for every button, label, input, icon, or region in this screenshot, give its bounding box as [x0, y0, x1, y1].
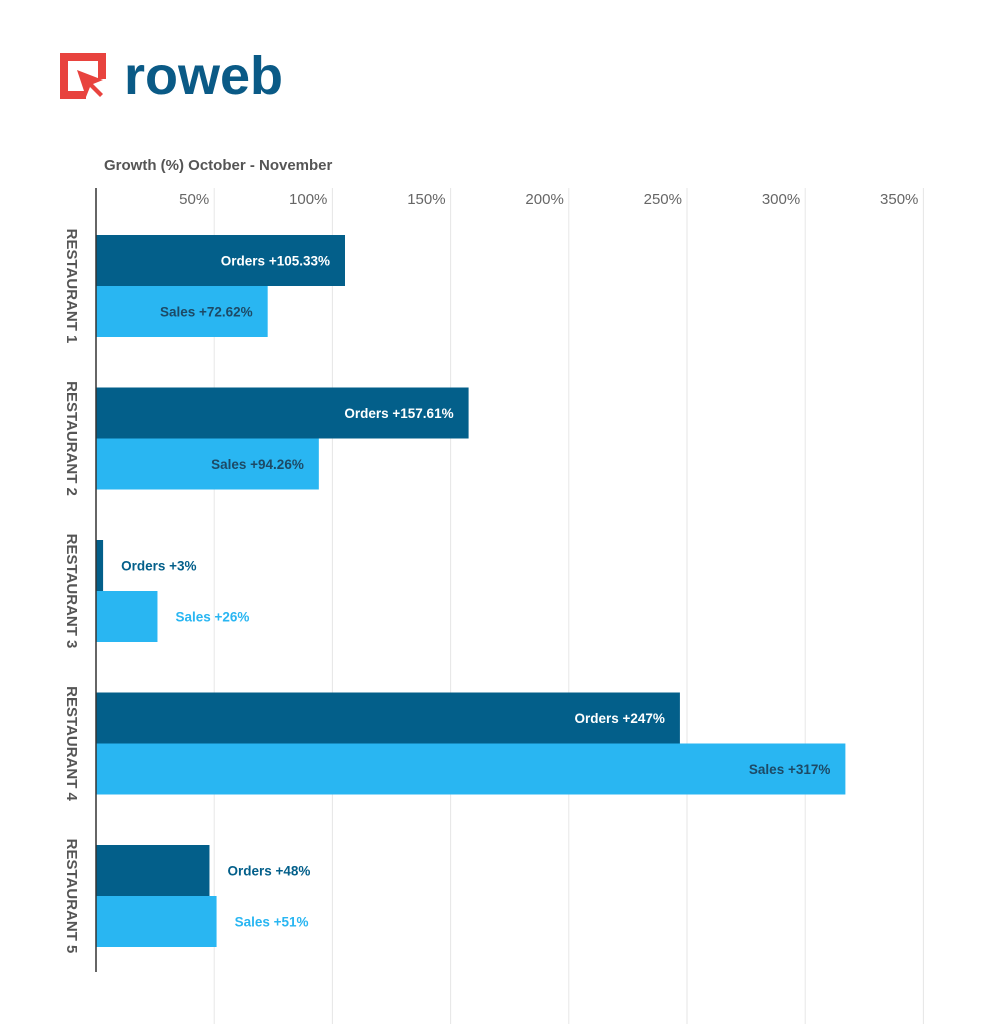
tick-label: 200%: [525, 191, 563, 208]
sales-data-label: Sales +72.62%: [160, 305, 253, 320]
tick-label: 150%: [407, 191, 445, 208]
sales-data-label: Sales +94.26%: [211, 457, 304, 472]
sales-data-label: Sales +51%: [235, 915, 309, 930]
cursor-in-square-icon: [60, 53, 106, 99]
sales-data-label: Sales +26%: [175, 610, 249, 625]
orders-bar: [96, 540, 104, 591]
orders-bar: [96, 387, 469, 439]
tick-label: 50%: [179, 191, 209, 208]
sales-bar: [96, 591, 158, 642]
orders-bar: [96, 692, 680, 744]
sales-bar: [96, 438, 319, 490]
sales-bar: [96, 286, 268, 337]
grid-lines: [213, 188, 924, 1024]
tick-label: 350%: [880, 191, 918, 208]
orders-data-label: Orders +3%: [121, 559, 196, 574]
sales-bar: [96, 896, 217, 947]
tick-label: 250%: [644, 191, 682, 208]
data-labels: Orders +105.33% Sales +72.62% Orders +157.…: [121, 254, 830, 930]
orders-data-label: Orders +157.61%: [344, 406, 453, 421]
bars: [96, 235, 846, 947]
x-axis-ticks: 50% 100% 150% 200% 250% 300% 350%: [179, 191, 918, 208]
tick-label: 300%: [762, 191, 800, 208]
sales-bar: [96, 743, 846, 795]
tick-label: 100%: [289, 191, 327, 208]
category-label: RESTAURANT 2: [63, 381, 80, 496]
category-labels: RESTAURANT 1 RESTAURANT 2 RESTAURANT 3 REST…: [63, 229, 80, 954]
orders-data-label: Orders +105.33%: [221, 254, 330, 269]
brand-logo: roweb: [56, 46, 284, 106]
category-label: RESTAURANT 3: [63, 534, 80, 649]
category-label: RESTAURANT 1: [63, 229, 80, 344]
chart-title: Growth (%) October - November: [104, 157, 333, 174]
category-label: RESTAURANT 5: [63, 839, 80, 954]
orders-bar: [96, 235, 346, 286]
sales-data-label: Sales +317%: [749, 762, 830, 777]
orders-bar: [96, 845, 210, 896]
orders-data-label: Orders +247%: [574, 711, 664, 726]
brand-name: roweb: [124, 46, 284, 106]
category-label: RESTAURANT 4: [63, 686, 80, 801]
orders-data-label: Orders +48%: [227, 864, 310, 879]
